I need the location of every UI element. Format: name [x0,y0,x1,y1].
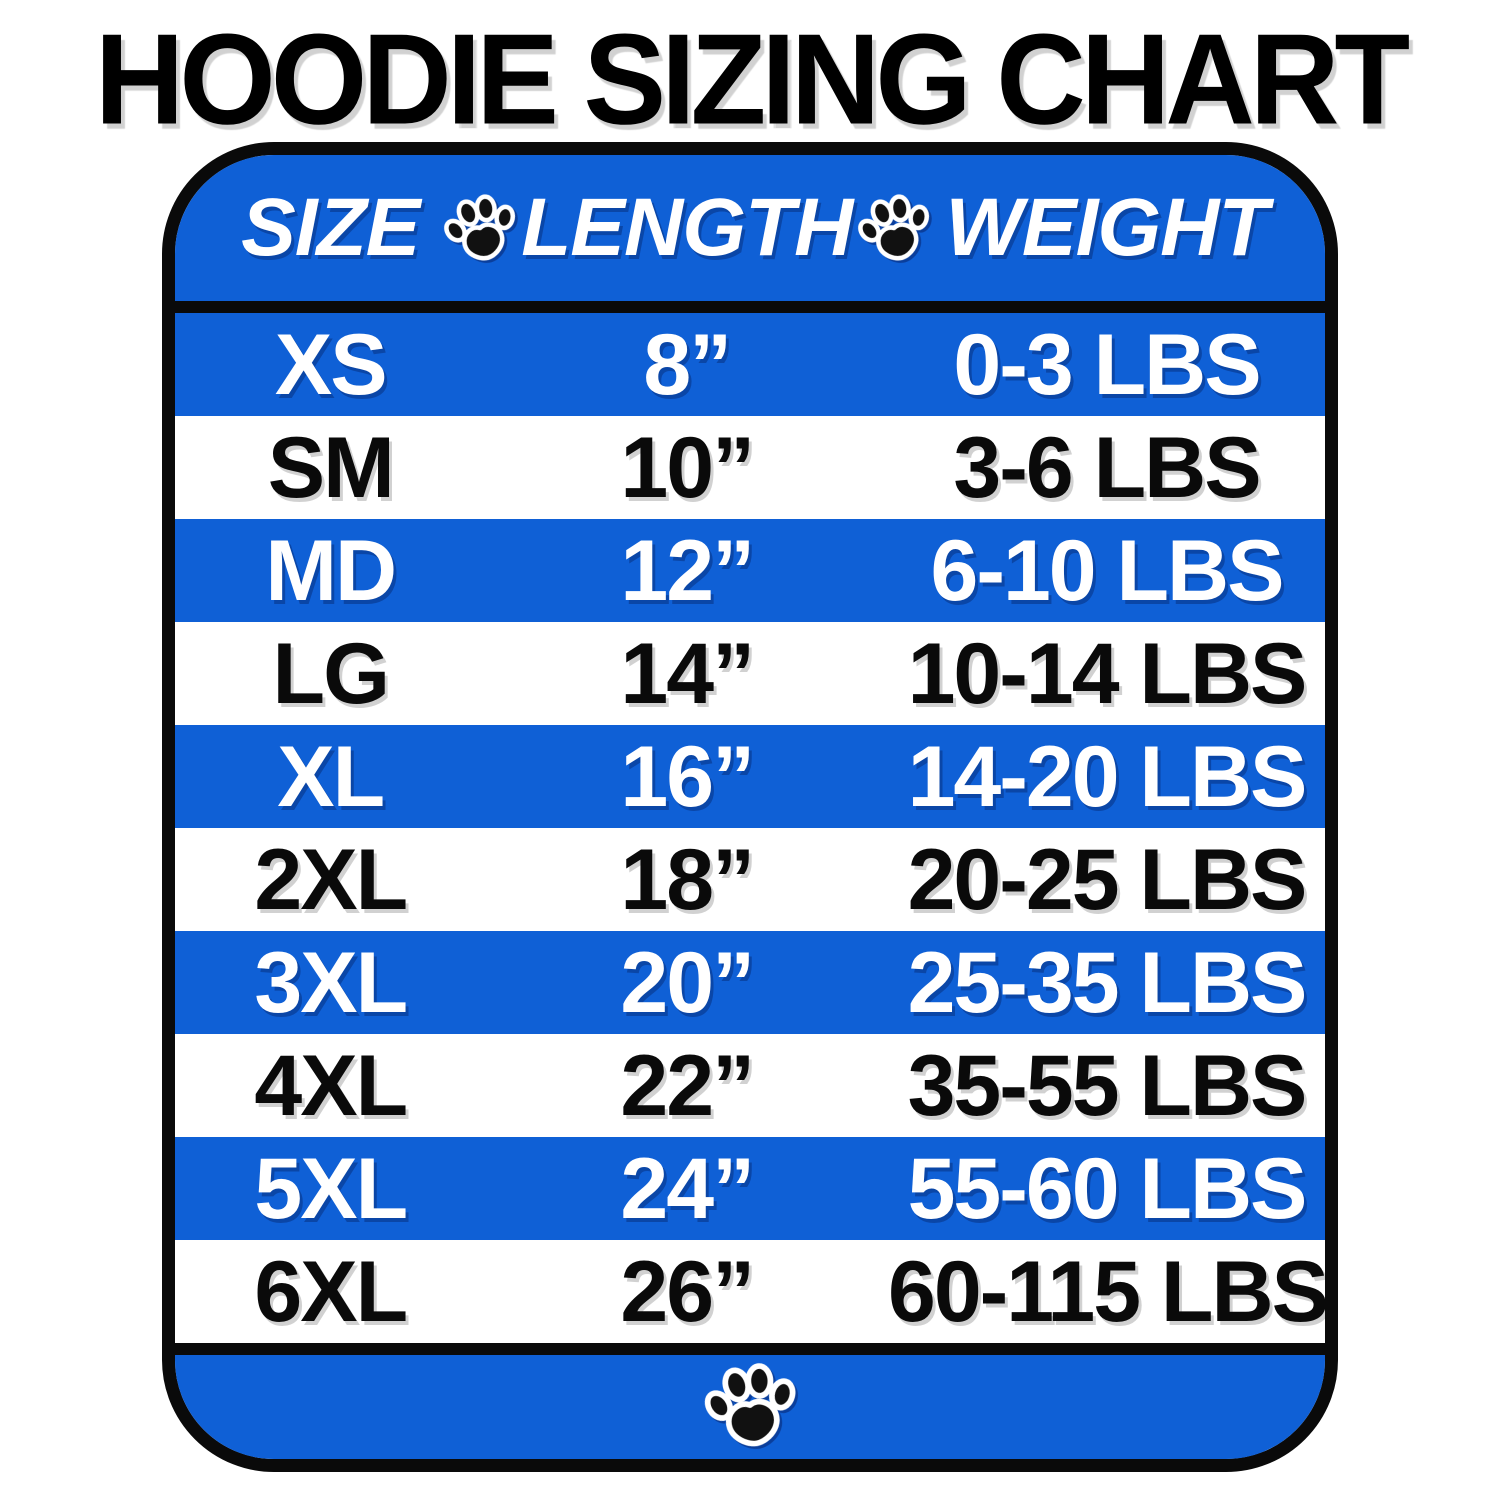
length-cell: 14” [620,625,755,722]
table-row: 6XL 26” 60-115 LBS [175,1240,1325,1343]
table-row: MD 12” 6-10 LBS [175,519,1325,622]
column-header-length: LENGTH [521,182,853,273]
length-cell: 8” [643,316,732,413]
weight-cell: 14-20 LBS [907,728,1308,825]
size-cell: 2XL [254,831,408,928]
size-cell: 5XL [254,1140,408,1237]
weight-cell: 6-10 LBS [930,522,1284,619]
size-cell: 4XL [254,1037,408,1134]
page-title: HOODIE SIZING CHART [94,8,1410,152]
length-cell: 12” [620,522,755,619]
sizing-chart-card: SIZE LENGTH WEIGHT [162,142,1338,1472]
length-cell: 20” [620,934,755,1031]
weight-cell: 35-55 LBS [907,1037,1308,1134]
length-cell: 22” [620,1037,755,1134]
weight-cell: 10-14 LBS [907,625,1308,722]
table-row: XL 16” 14-20 LBS [175,725,1325,828]
table-row: 3XL 20” 25-35 LBS [175,931,1325,1034]
weight-cell: 25-35 LBS [907,934,1308,1031]
table-row: 5XL 24” 55-60 LBS [175,1137,1325,1240]
weight-cell: 3-6 LBS [953,419,1261,516]
column-header-weight: WEIGHT [945,182,1269,273]
size-cell: XS [274,316,388,413]
length-cell: 16” [620,728,755,825]
length-cell: 24” [620,1140,755,1237]
weight-cell: 55-60 LBS [907,1140,1308,1237]
length-cell: 26” [620,1243,755,1340]
weight-cell: 0-3 LBS [953,316,1261,413]
paw-icon [847,181,940,274]
table-row: SM 10” 3-6 LBS [175,416,1325,519]
size-cell: 6XL [254,1243,408,1340]
table-row: 2XL 18” 20-25 LBS [175,828,1325,931]
size-cell: SM [267,419,395,516]
size-cell: 3XL [254,934,408,1031]
length-cell: 18” [620,831,755,928]
table-row: LG 14” 10-14 LBS [175,622,1325,725]
table-footer [175,1355,1325,1459]
size-cell: MD [265,522,397,619]
table-row: XS 8” 0-3 LBS [175,313,1325,416]
length-cell: 10” [620,419,755,516]
footer-separator-bar [175,1343,1325,1355]
table-header-row: SIZE LENGTH WEIGHT [175,155,1325,301]
table-body: XS 8” 0-3 LBS SM 10” 3-6 LBS MD 12” 6-10… [175,313,1325,1343]
size-cell: XL [277,728,385,825]
paw-icon [694,1349,805,1459]
size-cell: LG [272,625,390,722]
table-row: 4XL 22” 35-55 LBS [175,1034,1325,1137]
weight-cell: 20-25 LBS [907,831,1308,928]
paw-icon [433,181,526,274]
column-header-size: SIZE [241,182,420,273]
weight-cell: 60-115 LBS [888,1243,1327,1340]
header-separator-bar [175,301,1325,313]
